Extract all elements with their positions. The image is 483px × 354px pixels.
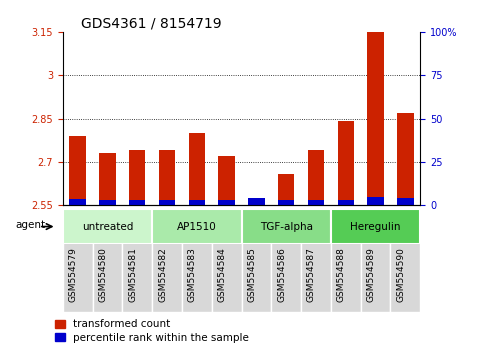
FancyBboxPatch shape [242, 209, 331, 244]
Bar [368, 197, 384, 205]
Legend: transformed count, percentile rank within the sample: transformed count, percentile rank withi… [55, 319, 249, 343]
FancyBboxPatch shape [331, 241, 361, 312]
Text: GDS4361 / 8154719: GDS4361 / 8154719 [81, 17, 221, 31]
FancyBboxPatch shape [242, 241, 271, 312]
FancyBboxPatch shape [63, 241, 93, 312]
Text: GSM554590: GSM554590 [397, 247, 405, 302]
Bar [338, 200, 354, 205]
Bar [368, 12, 384, 205]
Bar [308, 200, 324, 205]
Text: GSM554580: GSM554580 [99, 247, 108, 302]
Text: GSM554582: GSM554582 [158, 247, 167, 302]
Bar [99, 200, 115, 205]
Bar [278, 173, 294, 205]
Text: GSM554585: GSM554585 [247, 247, 256, 302]
Bar [159, 150, 175, 205]
FancyBboxPatch shape [301, 241, 331, 312]
FancyBboxPatch shape [93, 241, 122, 312]
Text: GSM554588: GSM554588 [337, 247, 346, 302]
Text: GSM554589: GSM554589 [367, 247, 376, 302]
Text: GSM554581: GSM554581 [128, 247, 137, 302]
Bar [248, 202, 265, 205]
Bar [397, 198, 413, 205]
Bar [70, 136, 86, 205]
Bar [70, 199, 86, 205]
Bar [159, 200, 175, 205]
Bar [129, 200, 145, 205]
Text: untreated: untreated [82, 222, 133, 232]
Bar [278, 200, 294, 205]
Bar [189, 200, 205, 205]
Bar [308, 150, 324, 205]
Text: Heregulin: Heregulin [350, 222, 401, 232]
Bar [218, 156, 235, 205]
FancyBboxPatch shape [152, 241, 182, 312]
Bar [129, 150, 145, 205]
FancyBboxPatch shape [182, 241, 212, 312]
Bar [189, 133, 205, 205]
Bar [397, 113, 413, 205]
FancyBboxPatch shape [331, 209, 420, 244]
Text: AP1510: AP1510 [177, 222, 217, 232]
Text: GSM554586: GSM554586 [277, 247, 286, 302]
FancyBboxPatch shape [271, 241, 301, 312]
FancyBboxPatch shape [212, 241, 242, 312]
Text: TGF-alpha: TGF-alpha [260, 222, 313, 232]
FancyBboxPatch shape [390, 241, 420, 312]
Text: agent: agent [15, 220, 46, 230]
Bar [248, 198, 265, 205]
Text: GSM554579: GSM554579 [69, 247, 78, 302]
Bar [338, 121, 354, 205]
FancyBboxPatch shape [122, 241, 152, 312]
FancyBboxPatch shape [152, 209, 242, 244]
Text: GSM554587: GSM554587 [307, 247, 316, 302]
Bar [99, 153, 115, 205]
Text: GSM554583: GSM554583 [188, 247, 197, 302]
Text: GSM554584: GSM554584 [218, 247, 227, 302]
FancyBboxPatch shape [361, 241, 390, 312]
Bar [218, 200, 235, 205]
FancyBboxPatch shape [63, 209, 152, 244]
